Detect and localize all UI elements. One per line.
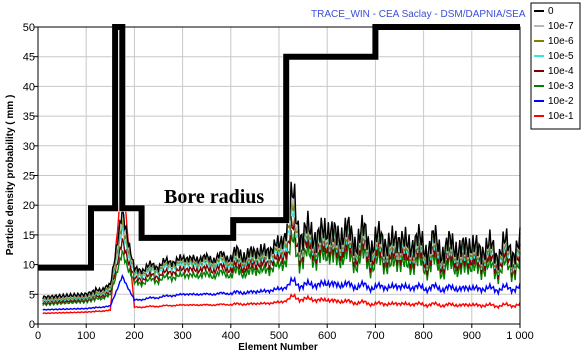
x-tick-label: 0 bbox=[35, 330, 41, 342]
bore-radius-layer bbox=[38, 23, 520, 272]
chart-credit: TRACE_WIN - CEA Saclay - DSM/DAPNIA/SEA bbox=[311, 9, 526, 20]
legend-label: 10e-1 bbox=[548, 111, 574, 122]
series-line-10e-3 bbox=[42, 230, 521, 307]
x-tick-label: 400 bbox=[222, 330, 240, 342]
y-axis-title: Particle density probability ( mm ) bbox=[5, 95, 16, 256]
x-tick-label: 900 bbox=[463, 330, 481, 342]
series-layer bbox=[42, 173, 521, 315]
y-tick-label: 5 bbox=[29, 289, 35, 301]
y-tick-label: 30 bbox=[23, 141, 35, 153]
y-tick-label: 50 bbox=[23, 22, 35, 34]
y-tick-label: 40 bbox=[23, 81, 35, 93]
legend-label: 10e-4 bbox=[548, 66, 574, 77]
y-tick-label: 35 bbox=[23, 111, 35, 123]
x-tick-label: 600 bbox=[318, 330, 336, 342]
y-tick-label: 20 bbox=[23, 200, 35, 212]
x-tick-label: 100 bbox=[77, 330, 95, 342]
legend-label: 10e-7 bbox=[548, 21, 574, 32]
x-tick-label: 800 bbox=[414, 330, 432, 342]
legend-label: 10e-5 bbox=[548, 51, 574, 62]
legend: 0 10e-7 10e-6 10e-5 10e-4 10e-3 10e-2 10e-1 bbox=[530, 2, 581, 130]
y-tick-label: 15 bbox=[23, 230, 35, 242]
legend-label: 0 bbox=[548, 6, 554, 17]
x-tick-label: 1 000 bbox=[506, 330, 534, 342]
x-tick-label: 500 bbox=[270, 330, 288, 342]
legend-box bbox=[530, 2, 581, 130]
legend-label: 10e-2 bbox=[548, 96, 574, 107]
y-tick-labels: 0 5 10 15 20 25 30 35 40 45 50 bbox=[23, 22, 35, 331]
legend-label: 10e-3 bbox=[548, 81, 574, 92]
y-tick-label: 0 bbox=[29, 319, 35, 331]
x-tick-label: 300 bbox=[173, 330, 191, 342]
bore-radius-connector bbox=[38, 26, 520, 269]
series-line-10e-2 bbox=[42, 273, 521, 311]
y-tick-label: 45 bbox=[23, 52, 35, 64]
x-tick-label: 200 bbox=[125, 330, 143, 342]
legend-label: 10e-6 bbox=[548, 36, 574, 47]
bore-radius-annotation: Bore radius bbox=[164, 186, 264, 208]
y-tick-label: 25 bbox=[23, 171, 35, 183]
x-tick-label: 700 bbox=[366, 330, 384, 342]
y-tick-label: 10 bbox=[23, 260, 35, 272]
x-axis-title: Element Number bbox=[238, 342, 318, 353]
plot-frame bbox=[37, 26, 521, 325]
x-tick-labels: 0 100 200 300 400 500 600 700 800 900 1 000 bbox=[35, 330, 534, 342]
